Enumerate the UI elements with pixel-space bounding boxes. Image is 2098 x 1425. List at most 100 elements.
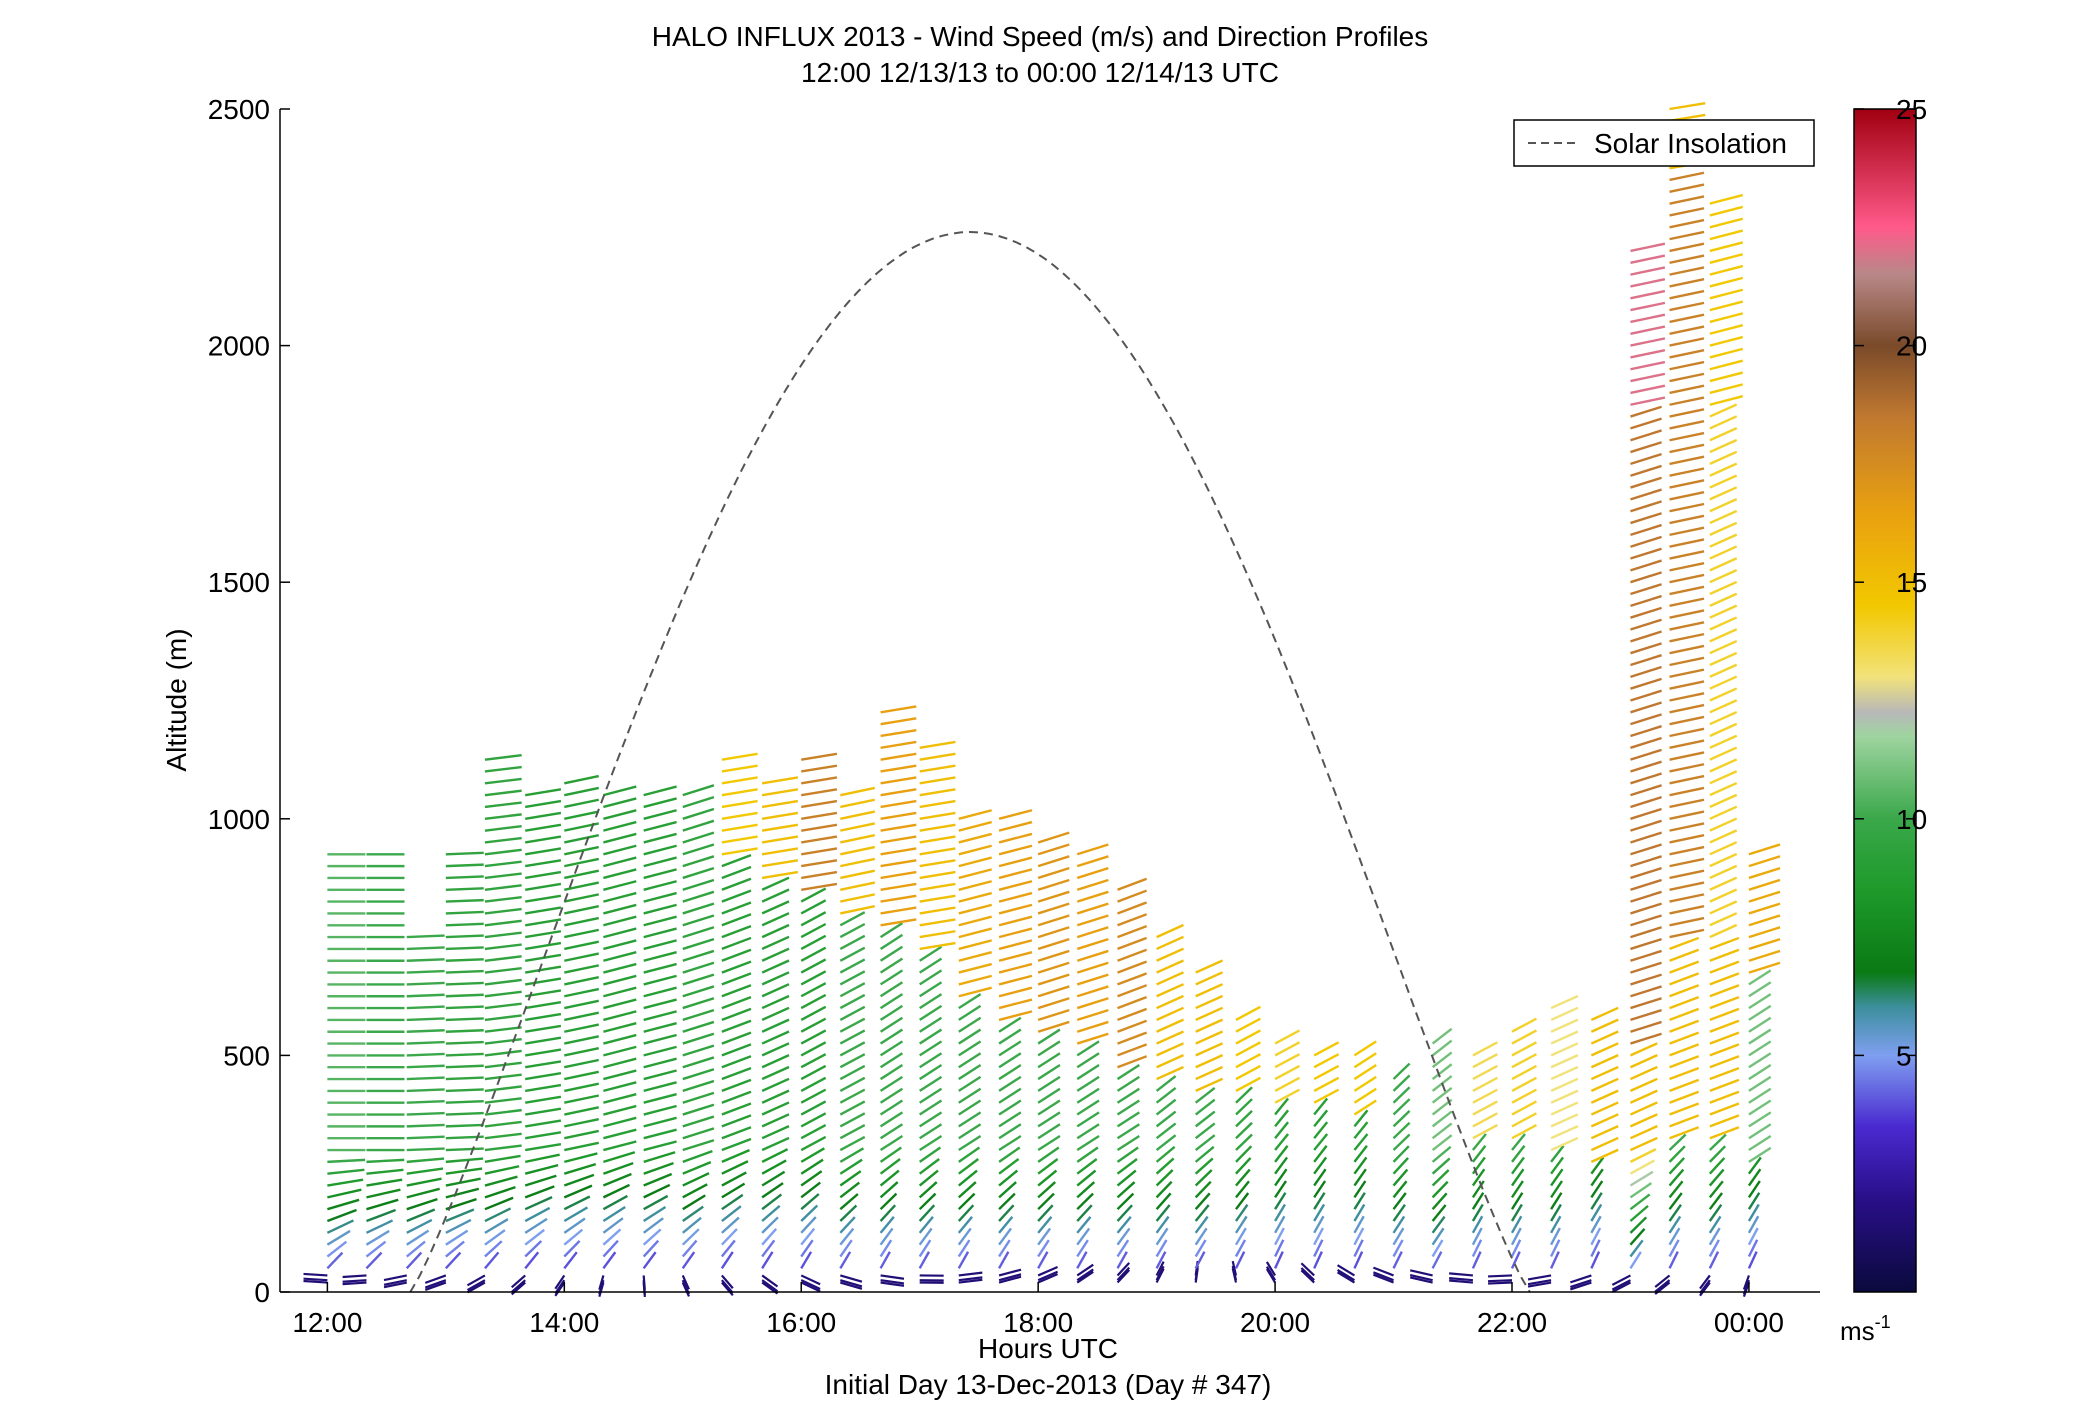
wind-barb <box>1630 985 1662 998</box>
wind-barb <box>525 823 562 832</box>
wind-barb <box>761 1042 790 1057</box>
wind-barb <box>1155 1122 1177 1140</box>
wind-barb <box>681 1251 696 1270</box>
wind-barb <box>682 997 715 1010</box>
wind-barb <box>406 1157 445 1164</box>
wind-barb <box>880 705 917 714</box>
wind-barb <box>643 797 677 809</box>
wind-barb <box>1709 1031 1740 1045</box>
wind-barb <box>484 825 522 832</box>
wind-barb <box>1037 1075 1061 1092</box>
wind-barb <box>801 847 838 856</box>
wind-barb <box>721 799 758 809</box>
wind-barb <box>1116 1227 1131 1246</box>
wind-barb <box>1431 1051 1453 1069</box>
wind-barb <box>406 1123 445 1128</box>
wind-barb <box>406 1177 442 1187</box>
wind-barb <box>1392 1227 1405 1246</box>
wind-barb <box>998 1052 1022 1069</box>
wind-barb <box>800 911 827 927</box>
wind-barb <box>1472 1124 1498 1140</box>
wind-barb <box>682 902 715 915</box>
wind-barb <box>919 1111 943 1128</box>
wind-barb <box>880 906 917 915</box>
wind-barb <box>1709 193 1744 205</box>
wind-barb <box>1590 1089 1619 1104</box>
wind-barb <box>761 835 799 844</box>
wind-barb <box>1630 689 1662 702</box>
wind-barb <box>1669 995 1700 1010</box>
wind-barb <box>445 934 484 939</box>
wind-barb <box>682 949 715 962</box>
wind-barb <box>1708 1157 1726 1175</box>
wind-barb <box>1156 1018 1184 1033</box>
wind-barb <box>1076 985 1109 998</box>
wind-barb <box>880 835 917 844</box>
wind-barb <box>1265 1268 1277 1284</box>
wind-barb <box>1116 1269 1131 1284</box>
wind-barb <box>761 947 790 962</box>
wind-barb <box>365 1219 394 1234</box>
wind-barb <box>1155 1192 1172 1210</box>
wind-barb <box>1156 1054 1184 1069</box>
wind-barb <box>1037 1270 1059 1282</box>
wind-barb <box>1037 1273 1059 1284</box>
wind-barb <box>1194 1192 1211 1210</box>
wind-barb <box>1748 961 1781 974</box>
wind-barb <box>1669 372 1705 383</box>
wind-barb <box>1709 805 1738 820</box>
wind-barb <box>564 1141 599 1152</box>
wind-barb <box>603 1045 637 1057</box>
wind-barb <box>1472 1100 1498 1116</box>
wind-barb <box>1471 1180 1485 1199</box>
wind-barb <box>919 1052 943 1069</box>
wind-barb <box>1569 1279 1592 1289</box>
wind-barb <box>564 976 599 986</box>
wind-barb <box>406 1197 438 1211</box>
wind-barb <box>643 1151 676 1164</box>
wind-barb <box>1630 725 1662 738</box>
wind-barb <box>879 945 904 962</box>
wind-barb <box>682 1103 715 1116</box>
wind-barb <box>643 1045 677 1057</box>
wind-barb <box>525 1107 562 1116</box>
wind-barb <box>1668 1133 1687 1151</box>
wind-barb <box>1709 829 1738 844</box>
wind-barb <box>1076 937 1109 951</box>
wind-barb <box>919 1004 943 1021</box>
wind-barb <box>1037 1146 1060 1163</box>
wind-barb <box>602 1239 619 1258</box>
wind-barb <box>1550 1239 1561 1258</box>
wind-barb <box>1630 772 1662 785</box>
wind-barb <box>1313 1041 1340 1057</box>
x-tick-label: 20:00 <box>1240 1307 1310 1338</box>
wind-barb <box>1630 890 1662 903</box>
wind-barb <box>1709 639 1738 655</box>
wind-barb <box>1590 1113 1619 1128</box>
wind-barb <box>879 1135 904 1152</box>
wind-barb <box>800 1088 827 1104</box>
wind-barb <box>1709 699 1738 714</box>
wind-barb <box>1669 1066 1700 1081</box>
wind-barb <box>1431 1227 1445 1246</box>
wind-barb <box>1630 349 1666 359</box>
colorbar-tick-label: 25 <box>1896 94 1927 125</box>
wind-barb <box>1709 1055 1740 1069</box>
wind-barb <box>1194 1251 1206 1269</box>
wind-barb <box>682 1216 702 1234</box>
wind-barb <box>1037 890 1070 903</box>
wind-barb <box>1431 1134 1453 1151</box>
wind-barb <box>603 1104 637 1116</box>
wind-barb <box>365 1251 383 1270</box>
wind-barb <box>525 1048 562 1057</box>
wind-barb <box>1037 1181 1057 1199</box>
wind-barb <box>958 1087 982 1104</box>
wind-barb <box>1313 1227 1324 1246</box>
wind-barb <box>1392 1239 1404 1258</box>
wind-barb <box>342 1274 367 1279</box>
wind-barb <box>801 799 838 809</box>
wind-barb <box>1669 550 1705 560</box>
wind-barb <box>998 1123 1022 1140</box>
wind-barb <box>484 1154 521 1164</box>
wind-barb <box>1195 1077 1224 1092</box>
